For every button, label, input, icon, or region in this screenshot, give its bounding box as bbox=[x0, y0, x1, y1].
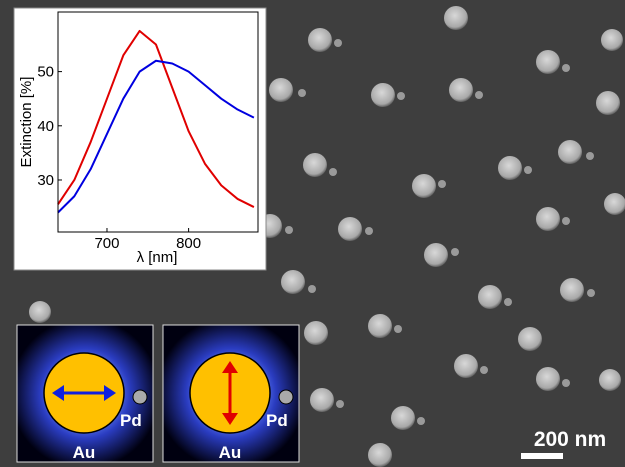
au-label: Au bbox=[219, 443, 242, 462]
y-tick-label: 40 bbox=[37, 118, 54, 135]
satellites bbox=[285, 39, 595, 425]
y-tick-label: 50 bbox=[37, 64, 54, 81]
au-label: Au bbox=[73, 443, 96, 462]
x-tick-label: 700 bbox=[94, 235, 119, 252]
scale-bar-label: 200 nm bbox=[534, 428, 606, 451]
inset-background bbox=[13, 7, 267, 271]
line-series bbox=[57, 59, 255, 214]
plot-frame bbox=[57, 11, 259, 233]
pd-label: Pd bbox=[120, 411, 142, 430]
nanoparticles bbox=[29, 6, 625, 467]
scale-bar bbox=[521, 453, 563, 459]
pd-particle bbox=[278, 389, 294, 405]
x-tick-label: 800 bbox=[176, 235, 201, 252]
left-panel: Pd Au bbox=[16, 324, 154, 463]
y-tick-label: 30 bbox=[37, 172, 54, 189]
pd-label: Pd bbox=[266, 411, 288, 430]
x-axis-label: λ [nm] bbox=[137, 249, 178, 266]
plot: 700 800 30 40 50 bbox=[37, 29, 255, 252]
right-panel: Pd Au bbox=[162, 324, 300, 463]
pd-particle bbox=[132, 389, 148, 405]
line-series bbox=[57, 29, 255, 208]
y-axis-label: Extinction [%] bbox=[18, 77, 35, 168]
